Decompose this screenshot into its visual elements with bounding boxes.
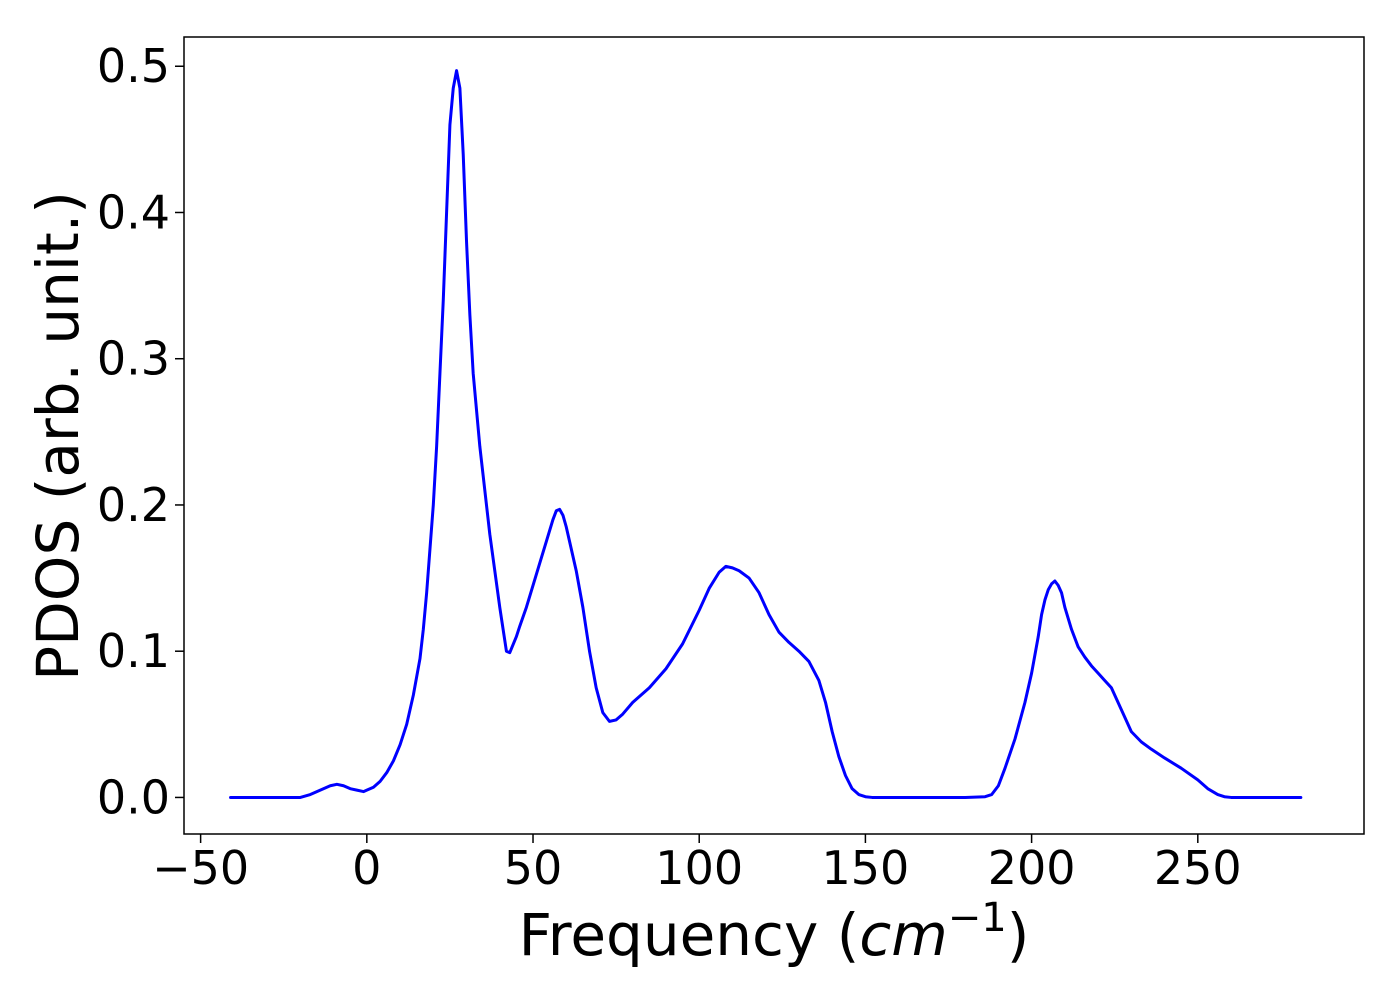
x-tick-label: 0 [352, 841, 381, 895]
x-tick-label: 50 [504, 841, 563, 895]
x-tick-label: 150 [822, 841, 910, 895]
x-tick-label: 200 [988, 841, 1076, 895]
x-axis-label: Frequency (cm−1) [519, 895, 1030, 969]
y-tick-label: 0.4 [97, 185, 170, 239]
pdos-series-line [229, 69, 1303, 799]
x-axis-label-close-paren: ) [1007, 901, 1030, 969]
y-tick-label: 0.1 [97, 624, 170, 678]
x-tick-label: 100 [655, 841, 743, 895]
x-axis-unit-exponent: −1 [948, 895, 1007, 941]
x-axis-label-text: Frequency [519, 901, 819, 969]
y-tick-label: 0.5 [97, 39, 170, 93]
y-tick-label: 0.3 [97, 332, 170, 386]
y-tick-label: 0.0 [97, 770, 170, 824]
x-axis: −50 0 50 100 150 200 250 [152, 834, 1242, 895]
y-axis: 0.0 0.1 0.2 0.3 0.4 0.5 [97, 39, 184, 824]
y-tick-label: 0.2 [97, 478, 170, 532]
x-tick-label: −50 [152, 841, 249, 895]
x-tick-label: 250 [1154, 841, 1242, 895]
x-axis-label-open-paren: ( [818, 901, 859, 969]
plot-frame [183, 36, 1365, 835]
y-axis-label: PDOS (arb. unit.) [24, 191, 92, 681]
x-axis-unit-base: cm [859, 901, 947, 969]
